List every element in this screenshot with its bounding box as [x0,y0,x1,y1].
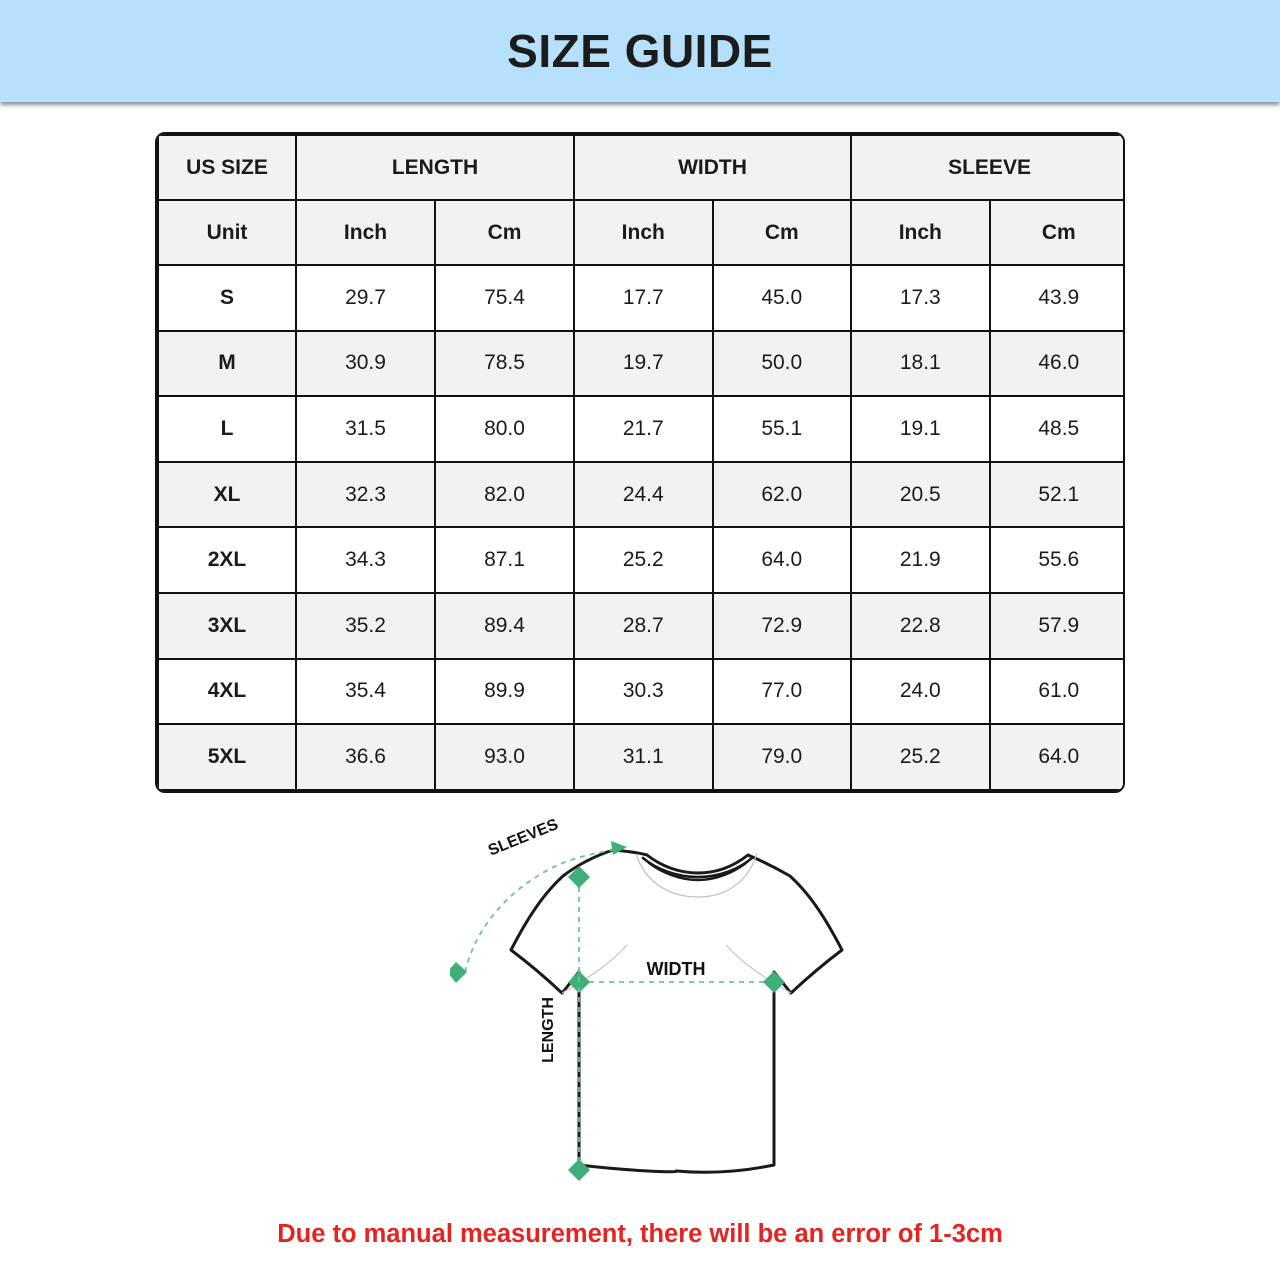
svg-text:WIDTH: WIDTH [647,959,706,979]
svg-text:LENGTH: LENGTH [540,997,557,1063]
svg-text:SLEEVES: SLEEVES [486,816,561,860]
